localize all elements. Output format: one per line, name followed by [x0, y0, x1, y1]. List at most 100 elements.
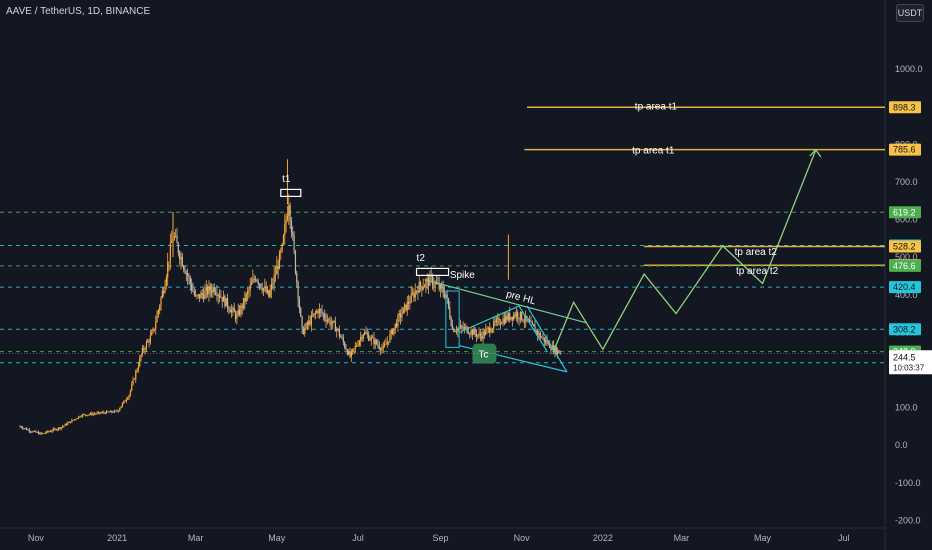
candle-body [85, 415, 88, 416]
price-tick-label: 1000.0 [895, 64, 923, 74]
currency-selector[interactable]: USDT [896, 4, 924, 22]
t1-box [280, 188, 302, 198]
candle-body [108, 411, 110, 413]
candle-body [236, 315, 238, 319]
candle-body [141, 348, 143, 355]
annotation-spike: Spike [450, 270, 475, 281]
triangle-pattern [458, 305, 548, 352]
candle-body [253, 278, 255, 280]
candle-body [292, 232, 294, 235]
candle-body [278, 252, 281, 269]
candle-body [280, 250, 282, 253]
candle-body [515, 312, 517, 317]
candle-body [370, 337, 372, 340]
candle-body [252, 278, 254, 283]
candle-body [545, 340, 547, 342]
candle-body [27, 429, 29, 431]
candle-body [483, 331, 486, 335]
candle-body [26, 428, 28, 430]
candle-body [306, 323, 309, 325]
candle-body [539, 333, 541, 338]
candle-body [340, 335, 342, 338]
candle-body [136, 369, 138, 372]
candle-body [332, 320, 334, 324]
candle-body [76, 418, 78, 420]
price-label-box [889, 259, 921, 272]
candle-body [470, 330, 472, 334]
candle-body [441, 284, 443, 288]
candle-body [423, 285, 426, 288]
candle-body [244, 298, 246, 302]
candle-body [228, 307, 230, 311]
candle-body [207, 287, 209, 295]
candle-body [222, 295, 225, 302]
candle-body [201, 292, 203, 295]
candle-body [256, 280, 258, 282]
candle-body [156, 314, 158, 323]
candle-body [44, 432, 46, 434]
annotation-tp-t1-b: tp area t1 [632, 145, 675, 156]
candle-body [265, 286, 267, 293]
candle-body [328, 319, 330, 321]
candle-body [389, 333, 391, 342]
candle-body [310, 315, 313, 325]
tc-badge [472, 343, 497, 364]
candle-body [184, 269, 186, 274]
candle-body [478, 333, 480, 335]
price-label-value: 308.2 [893, 324, 916, 334]
candle-body [354, 345, 356, 349]
candle-body [41, 433, 44, 434]
price-label-box [889, 206, 921, 219]
candle-body [272, 284, 274, 285]
candle-body [177, 243, 179, 254]
candle-body [451, 325, 454, 329]
candle-body [486, 328, 488, 330]
candle-body [284, 224, 286, 236]
candle-body [173, 236, 175, 238]
annotation-tp-t1-a: tp area t1 [635, 102, 678, 113]
candle-body [245, 293, 247, 302]
candle-body [302, 328, 305, 334]
candle-body [109, 410, 112, 413]
candle-body [338, 329, 340, 336]
candle-body [487, 327, 490, 329]
candle-body [28, 429, 30, 432]
annotation-tp-t2-b: tp area t2 [736, 266, 779, 277]
candle-body [454, 331, 456, 332]
candle-body [257, 281, 259, 284]
candle-body [282, 235, 285, 244]
candle-body [463, 326, 466, 329]
candle-body [270, 284, 273, 291]
candle-body [79, 416, 81, 418]
candle-body [169, 242, 171, 262]
candle-body [249, 285, 251, 291]
annotation-t1: t1 [282, 174, 291, 185]
candle-body [325, 318, 327, 322]
candle-body [258, 283, 261, 285]
candle-body [337, 328, 339, 330]
candle-body [230, 309, 233, 313]
candle-body [491, 328, 494, 332]
candle-body [69, 421, 72, 423]
candle-body [443, 293, 446, 298]
price-tick-label: -200.0 [895, 515, 921, 525]
candle-body [519, 312, 521, 320]
candle-body [133, 379, 136, 380]
price-label-value: 476.6 [893, 261, 916, 271]
candle-body [31, 431, 33, 433]
candle-body [422, 287, 424, 290]
candle-body [19, 426, 21, 428]
candle-body [559, 353, 561, 354]
time-tick-label: Mar [188, 533, 204, 543]
candle-body [81, 414, 84, 417]
candle-body [277, 265, 279, 269]
candle-body [290, 220, 293, 233]
candle-body [147, 340, 149, 343]
candle-body [77, 416, 80, 419]
candle-body [377, 343, 379, 346]
candle-body [192, 289, 194, 292]
candle-body [254, 279, 257, 281]
candle-body [345, 347, 347, 351]
